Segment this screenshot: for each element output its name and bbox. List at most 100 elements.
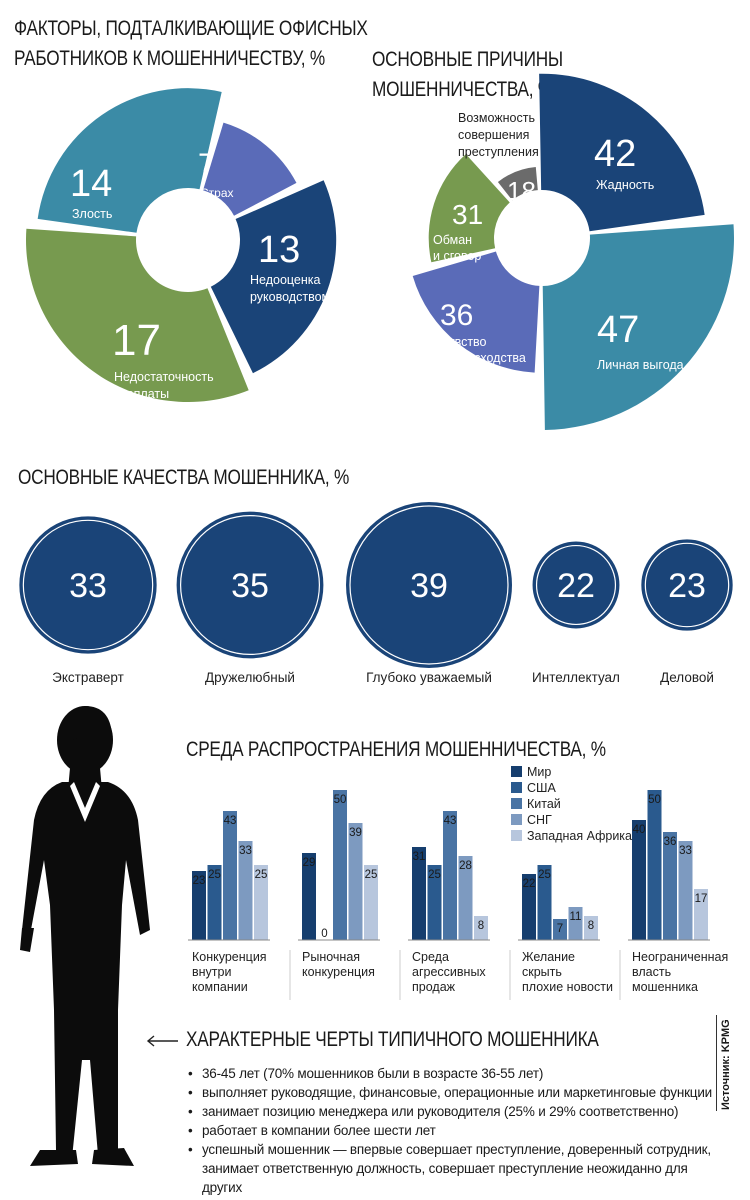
bubble-ring [644, 542, 730, 628]
bar-value: 36 [664, 836, 677, 848]
category-label: Среда [412, 950, 449, 964]
businessman-silhouette-icon [20, 706, 150, 1166]
bar [474, 916, 488, 940]
bar-value: 25 [538, 869, 551, 881]
legend-label: СНГ [527, 813, 552, 827]
slice-label: Жадность [596, 178, 654, 192]
category-label: внутри [192, 965, 231, 979]
bar-value: 39 [349, 827, 362, 839]
bar-value: 8 [588, 920, 594, 932]
slice-2 [203, 122, 297, 216]
bar-value: 25 [428, 869, 441, 881]
slice-label-external: преступления [458, 145, 539, 159]
bubble-label: Интеллектуал [532, 670, 620, 685]
bar-value: 33 [679, 845, 692, 857]
slice-label: Недостаточность [114, 370, 214, 384]
slice-3 [412, 251, 540, 373]
bar [427, 865, 442, 940]
bar [522, 874, 536, 940]
bar-value: 50 [648, 794, 661, 806]
bar-value: 31 [413, 851, 426, 863]
category-label: Желание [522, 950, 575, 964]
slice-2 [542, 224, 734, 430]
bar [584, 916, 598, 940]
slice-value: 36 [440, 299, 473, 332]
source-note: Источник: KPMG [720, 1019, 732, 1110]
bar [458, 856, 473, 940]
trait-item: занимает позицию менеджера или руководит… [186, 1102, 726, 1121]
slice-label: превосходства [440, 351, 526, 365]
slice-label: Злость [72, 207, 112, 221]
bar [443, 811, 457, 940]
bar [678, 841, 693, 940]
qualities-title: ОСНОВНЫЕ КАЧЕСТВА МОШЕННИКА, % [18, 466, 350, 489]
slice-value: 17 [112, 316, 161, 365]
legend-label: Западная Африка [527, 829, 632, 843]
bubble-3 [346, 502, 512, 668]
bar [348, 823, 363, 940]
bar-value: 25 [255, 869, 268, 881]
shirt-collar [70, 782, 100, 822]
bubble-label: Деловой [660, 670, 714, 685]
category-label: мошенника [632, 980, 698, 994]
trait-item: 36-45 лет (70% мошенников были в возраст… [186, 1064, 726, 1083]
slice-label: Личная выгода [597, 358, 684, 372]
category-label: Конкуренция [192, 950, 267, 964]
bar [192, 871, 206, 940]
bar-value: 33 [239, 845, 252, 857]
category-label: продаж [412, 980, 456, 994]
bubble-label: Глубоко уважаемый [366, 670, 492, 685]
category-label: конкуренция [302, 965, 375, 979]
bar-value: 7 [557, 923, 563, 935]
slice-label: и сговор [433, 249, 481, 263]
bubble-ring [22, 519, 154, 651]
legend-swatch [511, 798, 522, 809]
bubble-ring [179, 514, 321, 656]
category-label: агрессивных [412, 965, 486, 979]
slice-label-external: совершения [458, 128, 529, 142]
bar [537, 865, 552, 940]
factors-chart: 14 Злость 7 Страх 13 Недооценка руководством 17… [25, 88, 337, 403]
bar [632, 820, 646, 940]
bar-value: 50 [334, 794, 347, 806]
slice-5 [497, 167, 538, 201]
bar-value: 0 [321, 928, 327, 940]
slice-4 [25, 228, 249, 403]
bar [254, 865, 268, 940]
slice-value: 31 [452, 199, 483, 230]
bubble-5 [641, 539, 733, 631]
bubble-4 [532, 541, 620, 629]
factors-title: ФАКТОРЫ, ПОДТАЛКИВАЮЩИЕ ОФИСНЫХ РАБОТНИК… [14, 14, 368, 74]
bar-value: 17 [695, 893, 708, 905]
legend-swatch [511, 830, 522, 841]
slice-value: 13 [258, 229, 300, 271]
source-divider [716, 1015, 717, 1111]
bar [553, 919, 567, 940]
bar-value: 25 [208, 869, 221, 881]
bubble-value: 35 [231, 567, 269, 605]
slice-label: руководством [250, 290, 330, 304]
legend-label: Китай [527, 797, 561, 811]
slice-value: 47 [597, 309, 639, 351]
slice-value: 42 [594, 133, 636, 175]
bar [568, 907, 583, 940]
slice-label: Страх [200, 186, 234, 200]
traits-list: 36-45 лет (70% мошенников были в возраст… [186, 1064, 726, 1197]
bar [333, 790, 347, 940]
slice-label: Обман [433, 233, 472, 247]
slice-value: 7 [198, 148, 215, 181]
bubble-label: Экстраверт [52, 670, 124, 685]
legend-label: Мир [527, 765, 551, 779]
qualities-chart: 33 Экстраверт 35 Дружелюбный 39 Глубоко уважа… [19, 502, 733, 685]
bar-value: 29 [303, 857, 316, 869]
category-label: власть [632, 965, 671, 979]
category-label: плохие новости [522, 980, 613, 994]
slice-label-external: Возможность [458, 111, 535, 125]
legend-swatch [511, 766, 522, 777]
bubble-2 [176, 511, 324, 659]
bar-value: 28 [459, 860, 472, 872]
slice-1 [539, 73, 705, 232]
bar [694, 889, 708, 940]
bar-value: 25 [365, 869, 378, 881]
